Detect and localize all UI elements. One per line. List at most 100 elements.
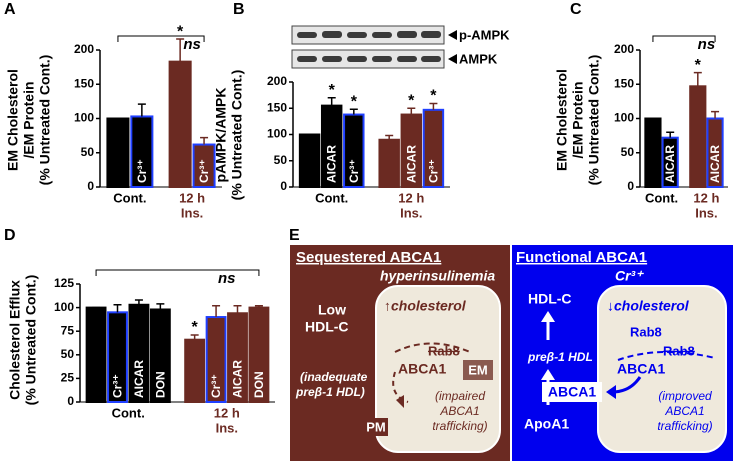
y-axis-label: /EM Protein bbox=[570, 81, 586, 158]
group-label: 12 h bbox=[693, 190, 719, 205]
y-tick-label: 100 bbox=[614, 111, 634, 125]
bar-label: AICAR bbox=[325, 145, 339, 183]
condition: Cr³⁺ bbox=[615, 268, 644, 284]
y-tick-label: 50 bbox=[621, 145, 635, 159]
y-tick-label: 100 bbox=[54, 300, 74, 314]
bar-label: DON bbox=[252, 371, 266, 398]
y-axis-label: /EM Protein bbox=[21, 81, 37, 158]
bar bbox=[106, 117, 130, 188]
y-tick-label: 200 bbox=[74, 42, 94, 56]
note: trafficking) bbox=[657, 419, 712, 433]
compartment: EM bbox=[468, 362, 488, 377]
blot-label: p-AMPK bbox=[459, 27, 510, 42]
panel-letter: B bbox=[233, 1, 245, 18]
bar bbox=[689, 85, 707, 188]
compartment-box bbox=[463, 360, 493, 380]
cell-state: ↓cholesterol bbox=[607, 298, 690, 314]
bar-label: AICAR bbox=[404, 145, 418, 183]
panel-letter: E bbox=[289, 227, 300, 244]
bar bbox=[184, 338, 206, 404]
y-axis-label: (% Untreated Cont.) bbox=[23, 275, 39, 406]
y-tick-label: 0 bbox=[67, 394, 74, 408]
group-label: 12 h bbox=[214, 405, 240, 420]
bar-label: AICAR bbox=[132, 360, 146, 398]
bar-label: Cr³⁺ bbox=[197, 159, 211, 183]
group-label: Cont. bbox=[315, 190, 348, 205]
membrane-box bbox=[542, 382, 602, 402]
blot-label: AMPK bbox=[459, 51, 498, 66]
error-bar bbox=[200, 136, 209, 145]
y-tick-label: 200 bbox=[267, 74, 287, 88]
y-axis-label: Cholesterol Efflux bbox=[7, 280, 23, 400]
bar-label: Cr³⁺ bbox=[426, 159, 440, 183]
cell bbox=[375, 285, 501, 453]
y-tick-label: 50 bbox=[81, 145, 95, 159]
y-tick-label: 125 bbox=[54, 276, 74, 290]
error-bar bbox=[349, 108, 358, 115]
significance: * bbox=[177, 23, 184, 40]
significance: * bbox=[695, 57, 702, 74]
error-bar bbox=[666, 131, 675, 138]
group-label: Ins. bbox=[400, 205, 422, 220]
note: (inadequate bbox=[300, 370, 368, 384]
error-bar bbox=[385, 134, 394, 140]
panel-letter: C bbox=[570, 1, 582, 18]
y-axis-label: pAMPK/AMPK bbox=[213, 88, 229, 183]
protein: ABCA1 bbox=[548, 384, 596, 400]
y-axis-label: EM Cholesterol bbox=[554, 69, 570, 171]
bar-label: Cr³⁺ bbox=[111, 374, 125, 398]
outcome: HDL-C bbox=[305, 319, 349, 335]
bar bbox=[85, 306, 107, 404]
y-tick-label: 100 bbox=[74, 111, 94, 125]
protein: Rab8 bbox=[630, 324, 662, 339]
y-axis-label: EM Cholesterol bbox=[5, 69, 21, 171]
bar-label: Cr³⁺ bbox=[135, 159, 149, 183]
bar-label: Cr³⁺ bbox=[347, 159, 361, 183]
y-tick-label: 0 bbox=[87, 179, 94, 193]
error-bar bbox=[429, 102, 438, 110]
error-bar bbox=[137, 103, 146, 117]
donor: ApoA1 bbox=[524, 416, 569, 432]
bracket-label: ns bbox=[218, 270, 236, 287]
panel-title: Functional ABCA1 bbox=[516, 249, 647, 266]
bar bbox=[298, 133, 321, 188]
y-tick-label: 0 bbox=[627, 179, 634, 193]
bar-label: DON bbox=[153, 371, 167, 398]
acceptor: preβ-1 HDL bbox=[527, 350, 593, 364]
note: ABCA1 bbox=[664, 404, 704, 418]
outcome: HDL-C bbox=[528, 291, 572, 307]
bar bbox=[168, 60, 192, 189]
error-bar bbox=[176, 38, 185, 62]
cell bbox=[597, 285, 727, 453]
group-label: Ins. bbox=[216, 420, 238, 435]
bracket bbox=[95, 269, 260, 276]
membrane: PM bbox=[366, 419, 386, 434]
y-tick-label: 50 bbox=[61, 347, 75, 361]
y-tick-label: 50 bbox=[274, 153, 288, 167]
note: (impaired bbox=[435, 389, 485, 403]
error-bar bbox=[711, 110, 720, 119]
y-tick-label: 200 bbox=[614, 42, 634, 56]
panel-letter: D bbox=[4, 227, 16, 244]
y-tick-label: 0 bbox=[280, 179, 287, 193]
protein: Rab8 bbox=[428, 343, 460, 358]
panel-title: Sequestered ABCA1 bbox=[296, 249, 441, 266]
group-label: Cont. bbox=[113, 190, 146, 205]
bracket-label: ns bbox=[183, 36, 201, 53]
cell-state: ↑cholesterol bbox=[384, 298, 467, 314]
significance: * bbox=[430, 88, 437, 105]
group-label: 12 h bbox=[398, 190, 424, 205]
error-bar bbox=[156, 303, 165, 310]
bracket bbox=[117, 35, 205, 42]
membrane-box bbox=[364, 418, 388, 436]
group-label: Cont. bbox=[112, 405, 145, 420]
significance: * bbox=[351, 94, 358, 111]
condition: hyperinsulinemia bbox=[380, 268, 495, 284]
bar-label: AICAR bbox=[708, 145, 722, 183]
note: (improved bbox=[658, 389, 712, 403]
outcome: Low bbox=[318, 302, 346, 318]
panel-letter: A bbox=[4, 1, 16, 18]
protein: Rab8 bbox=[663, 343, 695, 358]
note: ABCA1 bbox=[439, 404, 479, 418]
